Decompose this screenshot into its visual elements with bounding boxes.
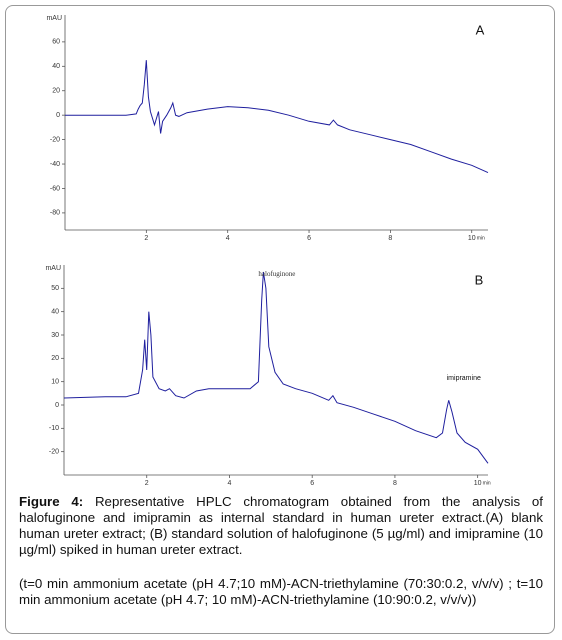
caption-conditions: (t=0 min ammonium acetate (pH 4.7;10 mM)… [19,576,543,607]
annotation: halofuginone [258,270,295,278]
trace [65,60,489,174]
y-tick-label: 30 [51,332,59,339]
x-tick-label: 2 [144,235,148,242]
y-tick-label: 10 [51,379,59,386]
trace [63,271,489,464]
y-tick-label: 40 [51,309,59,316]
figure-frame [5,5,555,634]
x-tick-label: 4 [226,235,230,242]
y-tick-label: 20 [52,88,60,95]
y-tick-label: 40 [52,63,60,70]
x-tick-label: 8 [393,480,397,487]
annotation: imipramine [447,375,481,382]
y-tick-label: 60 [52,39,60,46]
y-axis-label: mAU [45,265,61,272]
y-tick-label: -20 [49,449,59,456]
y-tick-label: -80 [50,210,60,217]
y-tick-label: -40 [50,161,60,168]
panel-label: A [476,22,485,37]
caption: Figure 4: Representative HPLC chromatogr… [19,494,543,558]
x-tick-label: 2 [145,480,149,487]
y-tick-label: 0 [56,112,60,119]
y-tick-label: -20 [50,136,60,143]
x-axis-label: min [483,480,491,486]
caption-label: Figure 4: [19,494,84,509]
x-tick-label: 6 [310,480,314,487]
x-tick-label: 8 [388,235,392,242]
y-tick-label: -60 [50,185,60,192]
y-axis-label: mAU [46,15,62,22]
panel-label: B [475,272,484,287]
y-tick-label: -10 [49,425,59,432]
x-tick-label: 10 [468,235,476,242]
x-tick-label: 6 [307,235,311,242]
y-tick-label: 20 [51,355,59,362]
x-tick-label: 4 [228,480,232,487]
y-tick-label: 0 [55,402,59,409]
x-axis-label: min [477,235,485,241]
y-tick-label: 50 [51,285,59,292]
caption-text: Representative HPLC chromatogram obtaine… [19,494,543,557]
x-tick-label: 10 [474,480,482,487]
